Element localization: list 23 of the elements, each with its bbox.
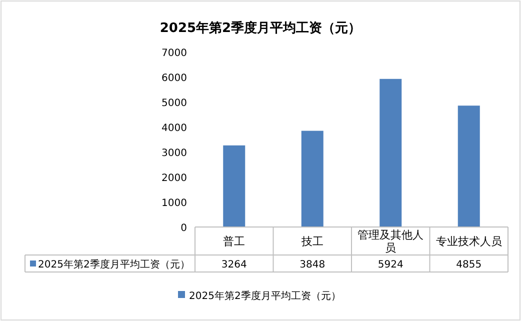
x-tick-label: 管理及其他人员 <box>358 228 424 254</box>
y-tick-label: 3000 <box>162 148 187 159</box>
y-tick-label: 1000 <box>162 198 187 209</box>
data-label: 3264 <box>221 260 247 270</box>
y-tick-label: 4000 <box>162 123 187 134</box>
bar <box>458 106 480 227</box>
y-tick-label: 0 <box>180 223 187 234</box>
x-tick-label: 专业技术人员 <box>436 235 502 248</box>
y-tick-label: 2000 <box>162 173 187 184</box>
data-label: 3848 <box>300 260 326 270</box>
data-label: 5924 <box>378 260 404 270</box>
x-tick-label: 普工 <box>223 235 246 248</box>
bar <box>301 130 324 227</box>
data-label: 4855 <box>456 260 482 270</box>
bar <box>380 78 402 227</box>
y-tick-label: 6000 <box>162 73 187 84</box>
legend-label: 2025年第2季度月平均工资（元） <box>38 258 190 270</box>
chart-title: 2025年第2季度月平均工资（元） <box>160 20 362 36</box>
legend: 2025年第2季度月平均工资（元） <box>178 291 341 302</box>
x-tick-label: 技工 <box>300 235 324 248</box>
y-tick-label: 5000 <box>162 98 187 109</box>
y-tick-label: 7000 <box>162 48 187 59</box>
bar <box>223 145 246 227</box>
